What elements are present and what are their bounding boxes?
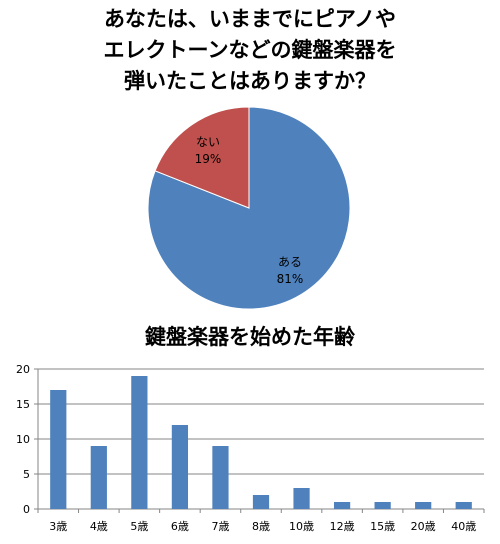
bar (50, 390, 67, 509)
bar-chart-title: 鍵盤楽器を始めた年齢 (145, 325, 355, 349)
y-tick-label: 15 (16, 398, 30, 411)
bar (131, 376, 148, 509)
bar (212, 446, 229, 509)
x-tick-label: 7歳 (211, 520, 229, 533)
bar (455, 502, 472, 509)
bar (293, 488, 310, 509)
bar (333, 502, 351, 509)
x-tick-label: 8歳 (252, 520, 270, 533)
bar (415, 502, 432, 509)
pie-chart-title: あなたは、いままでにピアノや エレクトーンなどの鍵盤楽器を 弾いたことはあります… (0, 4, 500, 97)
x-tick-label: 15歳 (370, 520, 395, 533)
x-tick-label: 6歳 (171, 520, 189, 533)
pie-title-line-2: エレクトーンなどの鍵盤楽器を (103, 38, 397, 62)
slice-value-label: 81% (277, 272, 304, 286)
y-tick-label: 0 (23, 503, 30, 516)
y-tick-label: 20 (16, 363, 30, 376)
x-tick-label: 4歳 (90, 520, 108, 533)
bar (252, 495, 270, 509)
bar (374, 502, 391, 509)
slice-label: ない (196, 135, 220, 149)
pie-title-line-1: あなたは、いままでにピアノや (103, 7, 397, 31)
pie-title-line-3: 弾いたことはありますか？ (124, 69, 376, 93)
x-tick-label: 3歳 (49, 520, 67, 533)
x-tick-label: 5歳 (130, 520, 148, 533)
y-tick-label: 10 (16, 433, 30, 446)
y-tick-label: 5 (23, 468, 30, 481)
x-tick-label: 10歳 (289, 520, 314, 533)
x-tick-label: 20歳 (411, 520, 436, 533)
bar (90, 446, 107, 509)
pie-chart: ある 81% ない 19% (147, 106, 351, 310)
slice-value-label: 19% (195, 152, 222, 166)
x-tick-label: 12歳 (330, 520, 355, 533)
x-tick-label: 40歳 (451, 520, 476, 533)
bar (171, 425, 189, 509)
slice-label: ある (278, 255, 302, 269)
pie-slice (154, 106, 250, 209)
